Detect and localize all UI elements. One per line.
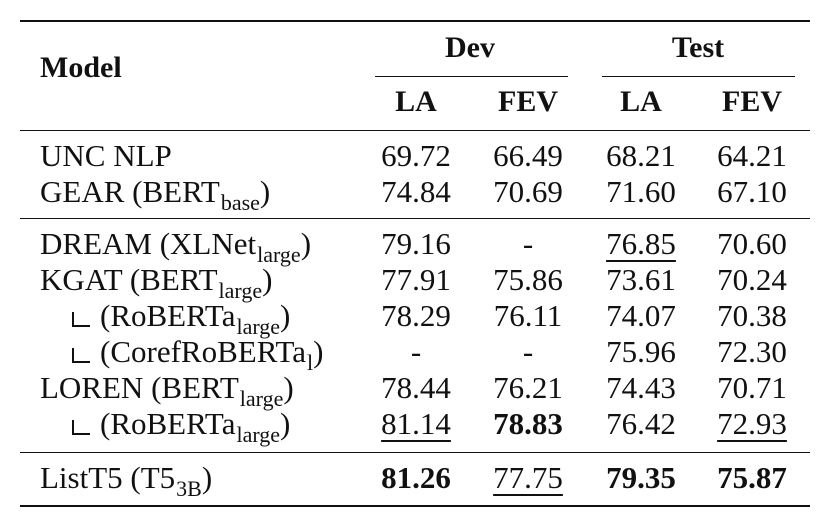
row-6-dev-la: - [410,334,422,369]
row-9-model: ListT5 (T53B) [40,460,213,501]
row-5-model: (RoBERTalarge) [72,298,291,339]
row-2-model-text: GEAR (BERT [40,174,220,209]
dev-group-rule [375,76,568,77]
row-7-model: LOREN (BERTlarge) [40,370,294,411]
bottom-rule [20,505,810,507]
row-8-model-text: (RoBERTa [100,406,236,441]
row-2-dev-fev: 70.69 [493,174,563,209]
test-la-header: LA [620,85,662,118]
row-8-model: (RoBERTalarge) [72,406,291,447]
dev-fev-header: FEV [498,85,558,118]
row-3-test-fev: 70.60 [717,226,787,261]
row-6-model: (CorefRoBERTal) [72,334,324,375]
row-4-dev-la: 77.91 [381,262,451,297]
row-9-model-suffix: ) [201,460,213,495]
row-2-test-fev: 67.10 [717,174,787,209]
row-9-test-la: 79.35 [606,460,676,495]
row-6-dev-fev: - [522,334,534,369]
row-4-model: KGAT (BERTlarge) [40,262,273,303]
row-3-dev-fev: - [522,226,534,261]
row-7-test-la: 74.43 [606,370,676,405]
row-2-model-sub: base [220,190,260,215]
row-7-dev-la: 78.44 [381,370,451,405]
row-6-test-la: 75.96 [606,334,676,369]
row-1-dev-fev: 66.49 [493,138,563,173]
corner-indent-icon [72,420,90,435]
row-1-model: UNC NLP [40,138,172,173]
model-header: Model [40,51,122,84]
row-8-test-la: 76.42 [606,406,676,441]
row-6-model-text: (CorefRoBERTa [100,334,307,369]
row-2-dev-la: 74.84 [381,174,451,209]
row-7-model-suffix: ) [283,370,294,405]
row-9-model-sub: 3B [176,476,202,501]
row-7-test-fev: 70.71 [717,370,787,405]
row-7-dev-fev: 76.21 [493,370,563,405]
results-table: Model Dev Test LA FEV LA FEV UNC NLP 69.… [20,0,810,526]
row-8-test-fev: 72.93 [717,406,787,441]
row-6-model-suffix: ) [313,334,324,369]
dev-la-header: LA [395,85,437,118]
group-1-bottom-rule [20,218,810,219]
row-6-model-sub: l [307,350,314,375]
row-3-test-la: 76.85 [606,226,676,261]
row-4-test-fev: 70.24 [717,262,787,297]
row-4-model-suffix: ) [262,262,273,297]
row-8-model-sub: large [236,422,281,447]
row-9-dev-fev: 77.75 [493,460,563,495]
row-3-model-text: DREAM (XLNet [40,226,257,261]
top-rule [20,20,810,22]
row-5-model-suffix: ) [280,298,291,333]
row-1-test-fev: 64.21 [717,138,787,173]
row-4-dev-fev: 75.86 [493,262,563,297]
row-8-dev-la: 81.14 [381,406,451,441]
row-2-model: GEAR (BERTbase) [40,174,271,215]
dev-header: Dev [445,31,495,64]
row-6-test-fev: 72.30 [717,334,787,369]
row-5-dev-la: 78.29 [381,298,451,333]
row-9-dev-la: 81.26 [381,460,451,495]
row-1-test-la: 68.21 [606,138,676,173]
test-fev-header: FEV [722,85,782,118]
row-3-dev-la: 79.16 [381,226,451,261]
row-9-model-text: ListT5 (T5 [40,460,176,495]
group-2-bottom-rule [20,452,810,453]
row-5-dev-fev: 76.11 [493,298,563,333]
row-5-test-fev: 70.38 [717,298,787,333]
row-3-model-suffix: ) [300,226,312,261]
row-5-test-la: 74.07 [606,298,676,333]
corner-indent-icon [72,312,90,327]
test-header: Test [671,31,725,64]
row-5-model-sub: large [236,314,281,339]
row-4-model-sub: large [218,278,263,303]
row-1-dev-la: 69.72 [381,138,451,173]
corner-indent-icon [72,348,90,363]
row-4-model-text: KGAT (BERT [40,262,218,297]
row-9-test-fev: 75.87 [717,460,787,495]
row-7-model-text: LOREN (BERT [40,370,239,405]
header-bottom-rule [20,130,810,131]
row-3-model: DREAM (XLNetlarge) [40,226,312,267]
row-5-model-text: (RoBERTa [100,298,236,333]
row-8-model-suffix: ) [280,406,291,441]
test-group-rule [602,76,795,77]
row-2-test-la: 71.60 [606,174,676,209]
row-8-dev-fev: 78.83 [493,406,563,441]
row-7-model-sub: large [239,386,284,411]
row-4-test-la: 73.61 [606,262,676,297]
row-3-model-sub: large [257,242,301,267]
row-2-model-suffix: ) [259,174,271,209]
